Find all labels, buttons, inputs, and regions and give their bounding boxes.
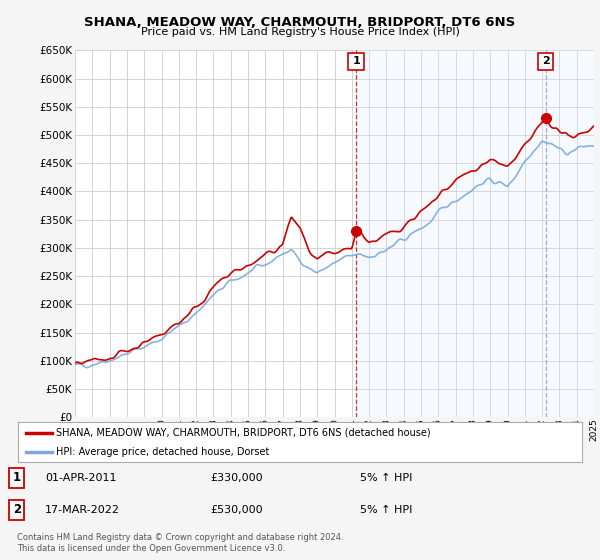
Text: 5% ↑ HPI: 5% ↑ HPI xyxy=(360,505,412,515)
Text: 5% ↑ HPI: 5% ↑ HPI xyxy=(360,473,412,483)
Text: £330,000: £330,000 xyxy=(210,473,263,483)
Text: 01-APR-2011: 01-APR-2011 xyxy=(45,473,116,483)
Text: HPI: Average price, detached house, Dorset: HPI: Average price, detached house, Dors… xyxy=(56,447,270,457)
Text: Contains HM Land Registry data © Crown copyright and database right 2024.
This d: Contains HM Land Registry data © Crown c… xyxy=(17,533,343,553)
Text: 2: 2 xyxy=(542,57,550,67)
Text: £530,000: £530,000 xyxy=(210,505,263,515)
Text: 1: 1 xyxy=(13,471,21,484)
Text: SHANA, MEADOW WAY, CHARMOUTH, BRIDPORT, DT6 6NS (detached house): SHANA, MEADOW WAY, CHARMOUTH, BRIDPORT, … xyxy=(56,428,431,437)
Text: 17-MAR-2022: 17-MAR-2022 xyxy=(45,505,120,515)
Text: 2: 2 xyxy=(13,503,21,516)
Text: 1: 1 xyxy=(352,57,360,67)
Text: SHANA, MEADOW WAY, CHARMOUTH, BRIDPORT, DT6 6NS: SHANA, MEADOW WAY, CHARMOUTH, BRIDPORT, … xyxy=(85,16,515,29)
Bar xyxy=(356,50,594,417)
Text: Price paid vs. HM Land Registry's House Price Index (HPI): Price paid vs. HM Land Registry's House … xyxy=(140,27,460,37)
